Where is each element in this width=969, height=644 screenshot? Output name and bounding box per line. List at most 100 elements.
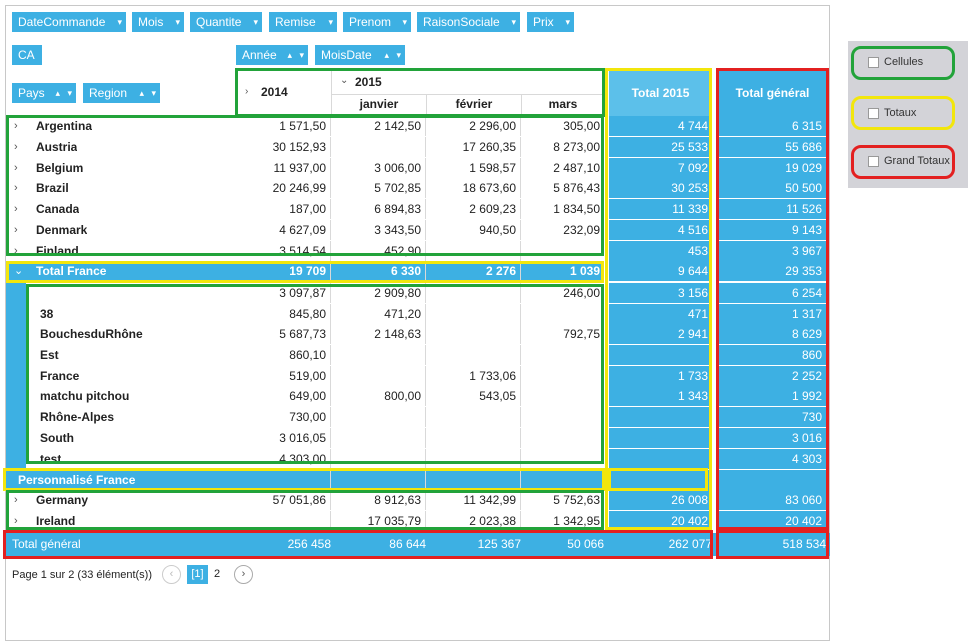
filter-icon[interactable]: ▾ xyxy=(402,17,407,27)
expand-icon[interactable]: › xyxy=(14,141,18,153)
country-label[interactable]: Belgium xyxy=(36,161,84,175)
value-cell-jan: 6 330 xyxy=(332,261,426,281)
pager-current-page[interactable]: [1] xyxy=(187,565,208,584)
value-cell-v2014: 860,10 xyxy=(237,345,331,365)
region-indent-band xyxy=(6,407,26,428)
value-cell-jan xyxy=(332,345,426,365)
sort-icon[interactable]: ▴ xyxy=(384,50,389,60)
grand-total-janvier: 86 644 xyxy=(389,537,426,551)
region-label: 38 xyxy=(40,307,54,321)
value-cell-fev xyxy=(427,345,521,365)
value-cell-fev: 543,05 xyxy=(427,386,521,406)
region-indent-band xyxy=(6,386,26,407)
grand-total-cell: 6 254 xyxy=(719,283,826,304)
region-label: South xyxy=(40,431,74,445)
row-label[interactable]: Total France xyxy=(36,264,107,278)
country-label[interactable]: Finland xyxy=(36,244,79,258)
pager-page-2[interactable]: 2 xyxy=(214,568,221,580)
expand-icon[interactable]: › xyxy=(14,245,18,257)
filter-field-prix[interactable]: Prix ▾ xyxy=(527,12,574,32)
expand-icon[interactable]: › xyxy=(245,86,249,97)
grand-total-cell: 6 315 xyxy=(719,116,826,137)
row-label: Personnalisé France xyxy=(18,473,136,487)
value-cell-fev xyxy=(427,449,521,469)
grand-total-general: 518 534 xyxy=(782,537,826,551)
filter-icon[interactable]: ▾ xyxy=(511,17,516,27)
value-cell-jan: 5 702,85 xyxy=(332,178,426,198)
value-cell-v2014: 519,00 xyxy=(237,366,331,386)
value-cell-jan: 6 894,83 xyxy=(332,199,426,219)
expand-icon[interactable]: › xyxy=(14,162,18,174)
column-field-annee[interactable]: Année ▴ ▾ xyxy=(236,45,308,65)
country-label[interactable]: Brazil xyxy=(36,181,69,195)
value-cell-jan: 471,20 xyxy=(332,304,426,324)
filter-icon[interactable]: ▾ xyxy=(175,17,180,27)
total-2015-cell: 2 941 xyxy=(609,324,712,345)
expand-icon[interactable]: › xyxy=(14,515,18,527)
filter-field-remise[interactable]: Remise ▾ xyxy=(269,12,337,32)
filter-icon[interactable]: ▾ xyxy=(117,17,122,27)
filter-icon[interactable]: ▾ xyxy=(328,17,333,27)
grand-total-cell: 1 992 xyxy=(719,386,826,407)
grand-total-cell: 29 353 xyxy=(719,261,826,282)
value-cell-jan: 2 909,80 xyxy=(332,283,426,303)
column-header-2014[interactable]: › 2014 xyxy=(237,71,332,116)
filter-field-prenom[interactable]: Prenom ▾ xyxy=(343,12,411,32)
filter-icon[interactable]: ▾ xyxy=(67,88,72,98)
filter-field-quantite[interactable]: Quantite ▾ xyxy=(190,12,262,32)
month-header-janvier[interactable]: janvier xyxy=(332,95,427,115)
filter-field-raisonsociale[interactable]: RaisonSociale ▾ xyxy=(417,12,520,32)
column-field-moisdate[interactable]: MoisDate ▴ ▾ xyxy=(315,45,405,65)
sort-icon[interactable]: ▴ xyxy=(55,88,60,98)
collapse-icon[interactable]: ⌄ xyxy=(14,265,24,277)
region-label: test xyxy=(40,452,62,466)
country-label[interactable]: Denmark xyxy=(36,223,88,237)
region-indent-band xyxy=(6,345,26,366)
value-cell-v2014: 30 152,93 xyxy=(237,137,331,157)
country-label[interactable]: Austria xyxy=(36,140,78,154)
legend-totaux-label: Totaux xyxy=(884,107,917,119)
year-label: 2015 xyxy=(355,75,382,89)
value-cell-fev xyxy=(427,470,521,490)
sort-icon[interactable]: ▴ xyxy=(287,50,292,60)
pager-prev-icon[interactable]: ‹ xyxy=(162,565,181,584)
filter-icon[interactable]: ▾ xyxy=(299,50,304,60)
expand-icon[interactable]: › xyxy=(14,224,18,236)
country-label[interactable]: Canada xyxy=(36,202,80,216)
row-field-region[interactable]: Region ▴ ▾ xyxy=(83,83,160,103)
filter-icon[interactable]: ▾ xyxy=(151,88,156,98)
total-2015-cell xyxy=(609,470,712,491)
filter-field-datecommande[interactable]: DateCommande ▾ xyxy=(12,12,126,32)
filter-icon[interactable]: ▾ xyxy=(396,50,401,60)
expand-icon[interactable]: › xyxy=(14,120,18,132)
country-label[interactable]: Germany xyxy=(36,493,89,507)
row-field-pays[interactable]: Pays ▴ ▾ xyxy=(12,83,76,103)
expand-icon[interactable]: › xyxy=(14,182,18,194)
column-header-2015[interactable]: ⌄ 2015 xyxy=(332,71,604,95)
region-indent-band xyxy=(6,428,26,449)
field-label: Pays xyxy=(18,86,45,100)
filter-icon[interactable]: ▾ xyxy=(565,17,570,27)
value-cell-jan xyxy=(332,407,426,427)
sort-icon[interactable]: ▴ xyxy=(139,88,144,98)
pager-next-icon[interactable]: › xyxy=(234,565,253,584)
country-label[interactable]: Ireland xyxy=(36,514,76,528)
legend-cellules-checkbox[interactable] xyxy=(868,57,879,68)
month-header-fevrier[interactable]: février xyxy=(427,95,522,115)
month-header-mars[interactable]: mars xyxy=(548,97,578,111)
grand-total-cell xyxy=(719,470,826,491)
value-cell-mar: 1 342,95 xyxy=(553,514,600,528)
region-label: France xyxy=(40,369,80,383)
country-label[interactable]: Argentina xyxy=(36,119,93,133)
legend-grand-totaux-checkbox[interactable] xyxy=(868,156,879,167)
value-cell-v2014: 187,00 xyxy=(237,199,331,219)
expand-icon[interactable]: › xyxy=(14,494,18,506)
data-field-ca[interactable]: CA xyxy=(12,45,42,65)
expand-icon[interactable]: › xyxy=(14,203,18,215)
filter-icon[interactable]: ▾ xyxy=(253,17,258,27)
collapse-icon[interactable]: ⌄ xyxy=(340,75,349,86)
field-label: Remise xyxy=(275,15,316,29)
filter-field-mois[interactable]: Mois ▾ xyxy=(132,12,184,32)
value-cell-v2014: 57 051,86 xyxy=(237,490,331,510)
legend-totaux-checkbox[interactable] xyxy=(868,108,879,119)
